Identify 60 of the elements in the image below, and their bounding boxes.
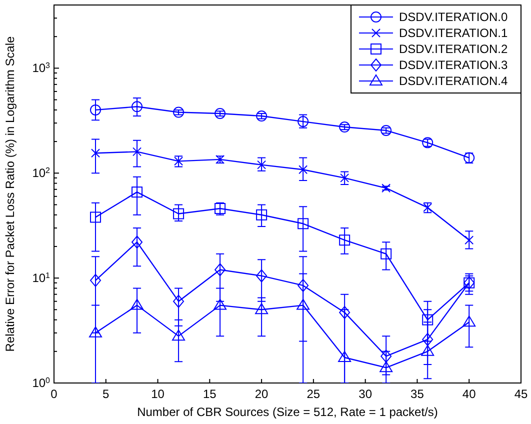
point <box>132 101 143 112</box>
point <box>298 165 308 174</box>
point <box>90 104 102 116</box>
point <box>338 350 352 362</box>
point <box>89 326 102 338</box>
point <box>132 186 143 198</box>
x-tick-label: 35 <box>410 387 424 401</box>
x-tick-label: 40 <box>462 387 476 401</box>
point <box>90 212 102 223</box>
legend-label: DSDV.ITERATION.0 <box>399 10 508 24</box>
x-tick-label: 45 <box>514 387 528 401</box>
point <box>380 248 392 260</box>
point <box>132 236 143 249</box>
point <box>422 314 434 326</box>
x-tick-label: 25 <box>306 387 320 401</box>
point <box>339 306 350 319</box>
point <box>256 209 268 220</box>
point <box>298 218 309 230</box>
point <box>132 147 142 156</box>
point <box>255 303 268 314</box>
point <box>173 294 184 308</box>
legend-label: DSDV.ITERATION.3 <box>399 58 508 72</box>
point <box>173 208 184 220</box>
point <box>173 106 184 118</box>
legend-label: DSDV.ITERATION.4 <box>399 74 508 88</box>
point <box>462 316 476 327</box>
point <box>214 108 226 119</box>
point <box>422 332 434 346</box>
legend-label: DSDV.ITERATION.1 <box>399 26 508 40</box>
y-tick-label: 10$^{3}$ <box>32 60 51 76</box>
x-tick-label: 0 <box>50 387 58 401</box>
point <box>91 148 100 158</box>
x-tick-label: 20 <box>254 387 269 401</box>
x-axis-title: Number of CBR Sources (Size = 512, Rate = 1 packet/s) <box>137 405 438 419</box>
x-tick-label: 15 <box>202 387 217 401</box>
point <box>214 298 227 310</box>
y-tick-label: 10$^{0}$ <box>32 376 51 390</box>
point <box>296 298 310 310</box>
x-tick-label: 5 <box>102 387 110 401</box>
point <box>382 184 391 193</box>
point <box>256 110 268 122</box>
x-tick-label: 30 <box>358 387 372 401</box>
point <box>298 278 309 292</box>
point <box>339 234 350 246</box>
point <box>90 274 102 287</box>
point <box>172 330 186 341</box>
point <box>380 361 393 372</box>
point <box>130 298 144 310</box>
y-tick-label: 10$^{2}$ <box>32 166 51 180</box>
point <box>464 236 474 245</box>
point <box>339 122 350 133</box>
legend-label: DSDV.ITERATION.2 <box>399 42 508 56</box>
point <box>421 344 434 356</box>
point <box>380 124 392 136</box>
point <box>256 269 268 282</box>
y-axis-title: Relative Error for Packet Loss Ratio (%) in Logarithm Scale <box>3 36 17 352</box>
point <box>214 263 226 276</box>
x-tick-label: 10 <box>151 387 165 401</box>
point <box>380 350 392 363</box>
y-tick-label: 10$^{1}$ <box>32 270 51 286</box>
